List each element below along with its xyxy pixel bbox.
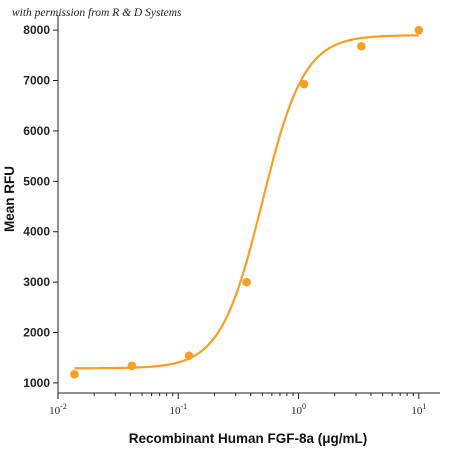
y-tick-label: 3000 [23, 275, 50, 289]
fit-curve [74, 34, 419, 370]
y-tick-label: 5000 [23, 174, 50, 188]
x-tick-label: 10-2 [49, 402, 67, 417]
y-axis-title: Mean RFU [2, 166, 17, 232]
x-tick-label: 100 [291, 402, 306, 417]
data-point [127, 361, 137, 371]
y-tick-label: 8000 [23, 23, 50, 37]
x-tick-label: 10-1 [169, 402, 187, 417]
data-point [299, 79, 309, 89]
y-tick-label: 2000 [23, 326, 50, 340]
y-tick-label: 7000 [23, 74, 50, 88]
axes: 1000 2000 3000 4000 5000 6000 7000 8000 10-2 10-1… [23, 15, 440, 417]
y-tick-label: 6000 [23, 124, 50, 138]
data-point [414, 25, 424, 35]
x-axis-title: Recombinant Human FGF-8a (μg/mL) [129, 431, 368, 446]
y-tick-label: 1000 [23, 376, 50, 390]
data-point [357, 41, 366, 51]
permission-watermark: with permission from R & D Systems [12, 7, 182, 19]
data-points [70, 25, 424, 379]
x-tick-label: 101 [411, 402, 426, 417]
y-tick-label: 4000 [23, 225, 50, 239]
data-point [184, 351, 194, 361]
data-point [242, 277, 251, 287]
data-point [70, 370, 79, 379]
